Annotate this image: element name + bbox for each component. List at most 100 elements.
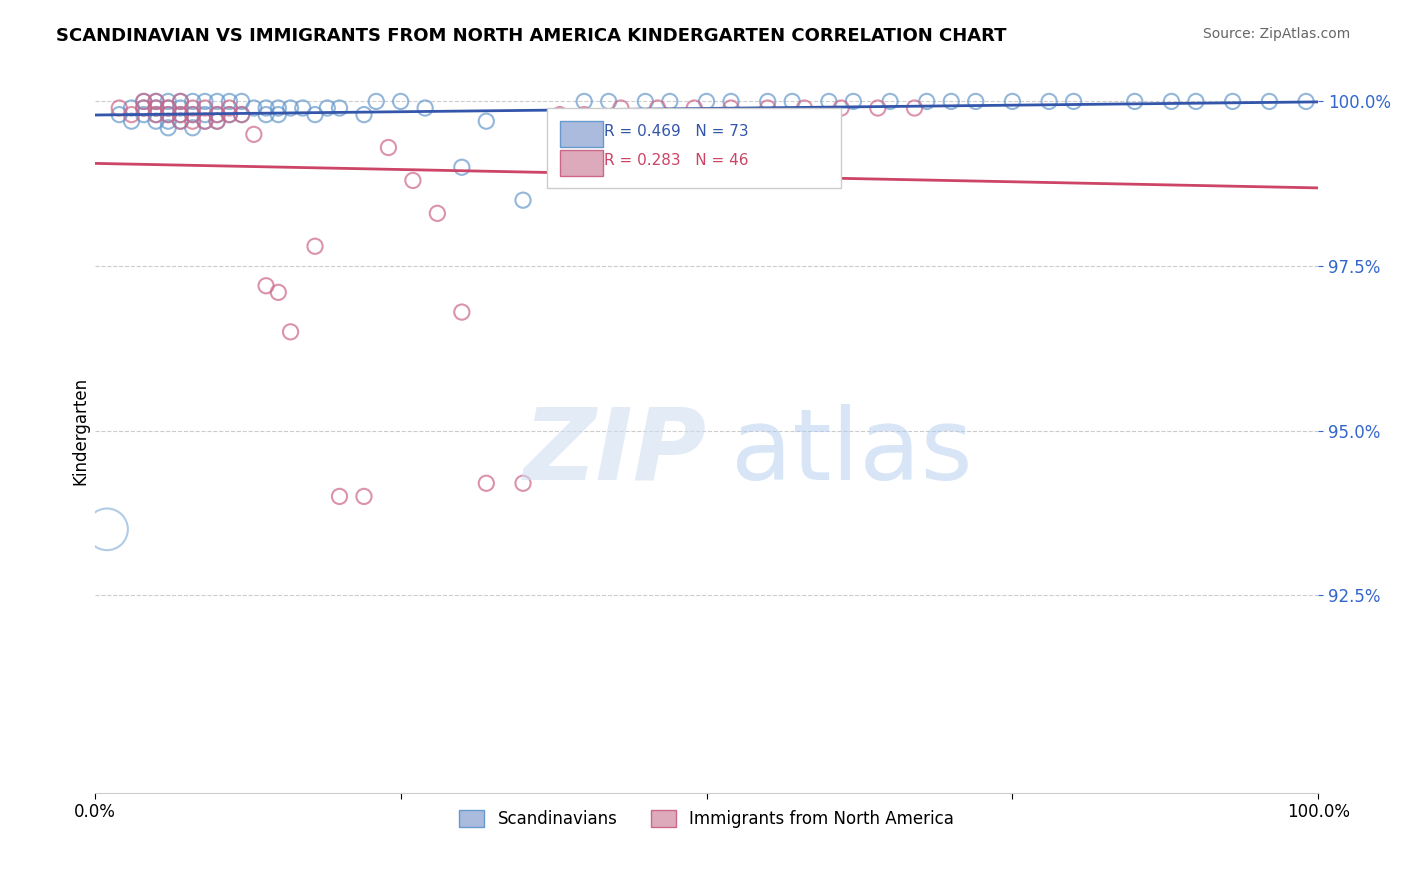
Point (267, 285, 290, 300)
Point (720, 101, 742, 115)
Point (145, 101, 167, 115)
Point (328, 490, 350, 504)
Point (181, 107, 204, 121)
Point (205, 107, 228, 121)
Point (720, 95, 742, 109)
Point (1001, 95, 1024, 109)
Text: SCANDINAVIAN VS IMMIGRANTS FROM NORTH AMERICA KINDERGARTEN CORRELATION CHART: SCANDINAVIAN VS IMMIGRANTS FROM NORTH AM… (56, 27, 1007, 45)
Point (145, 95, 167, 109)
Point (157, 114, 180, 128)
Point (254, 107, 277, 121)
Point (879, 95, 901, 109)
Point (683, 101, 706, 115)
Point (181, 114, 204, 128)
Point (475, 476, 498, 491)
Point (1160, 95, 1182, 109)
Point (280, 101, 302, 115)
Point (1123, 95, 1146, 109)
Point (1258, 95, 1281, 109)
Point (157, 120, 180, 135)
Point (475, 114, 498, 128)
Point (1063, 95, 1085, 109)
Point (1222, 95, 1244, 109)
Point (194, 101, 217, 115)
Point (512, 476, 534, 491)
Point (756, 95, 779, 109)
Legend: Scandinavians, Immigrants from North America: Scandinavians, Immigrants from North Ame… (453, 804, 960, 835)
Point (157, 101, 180, 115)
Point (366, 95, 388, 109)
Point (181, 107, 204, 121)
Point (194, 107, 217, 121)
Point (121, 101, 143, 115)
Point (231, 107, 253, 121)
Point (941, 95, 963, 109)
Point (915, 95, 938, 109)
Point (353, 107, 375, 121)
Point (1185, 95, 1208, 109)
Point (132, 95, 155, 109)
Point (169, 107, 191, 121)
Point (647, 101, 669, 115)
Point (169, 114, 191, 128)
Point (267, 101, 290, 115)
Point (231, 95, 253, 109)
Point (157, 101, 180, 115)
Point (450, 305, 472, 319)
Point (830, 101, 852, 115)
Point (132, 107, 155, 121)
Point (96, 522, 118, 536)
Point (658, 95, 681, 109)
FancyBboxPatch shape (560, 121, 603, 146)
Point (243, 101, 266, 115)
Point (842, 95, 865, 109)
Point (108, 107, 131, 121)
Point (169, 107, 191, 121)
Point (231, 107, 253, 121)
Text: atlas: atlas (731, 404, 973, 500)
Point (426, 206, 449, 220)
Point (1038, 95, 1060, 109)
Point (157, 95, 180, 109)
Point (304, 107, 326, 121)
Point (218, 95, 240, 109)
Point (145, 95, 167, 109)
Point (818, 95, 841, 109)
Point (353, 490, 375, 504)
Point (205, 95, 228, 109)
Point (780, 95, 803, 109)
Point (598, 95, 620, 109)
Point (194, 95, 217, 109)
Point (169, 95, 191, 109)
Point (402, 173, 425, 187)
FancyBboxPatch shape (560, 151, 603, 176)
Point (243, 128, 266, 142)
Point (218, 107, 240, 121)
Point (304, 239, 326, 253)
Point (267, 107, 290, 121)
Point (696, 95, 718, 109)
Point (169, 114, 191, 128)
Point (572, 95, 595, 109)
Point (389, 95, 412, 109)
Point (169, 95, 191, 109)
Text: R = 0.283   N = 46: R = 0.283 N = 46 (603, 153, 748, 168)
Point (328, 101, 350, 115)
Point (903, 101, 925, 115)
Point (157, 107, 180, 121)
Point (548, 107, 571, 121)
Point (866, 101, 889, 115)
Point (145, 107, 167, 121)
Text: R = 0.469   N = 73: R = 0.469 N = 73 (603, 124, 748, 139)
Point (194, 114, 217, 128)
Point (132, 101, 155, 115)
Point (634, 95, 657, 109)
Point (280, 325, 302, 339)
Point (205, 107, 228, 121)
Point (205, 114, 228, 128)
Point (181, 120, 204, 135)
Point (132, 95, 155, 109)
Y-axis label: Kindergarten: Kindergarten (72, 376, 89, 484)
Point (181, 101, 204, 115)
FancyBboxPatch shape (547, 108, 841, 188)
